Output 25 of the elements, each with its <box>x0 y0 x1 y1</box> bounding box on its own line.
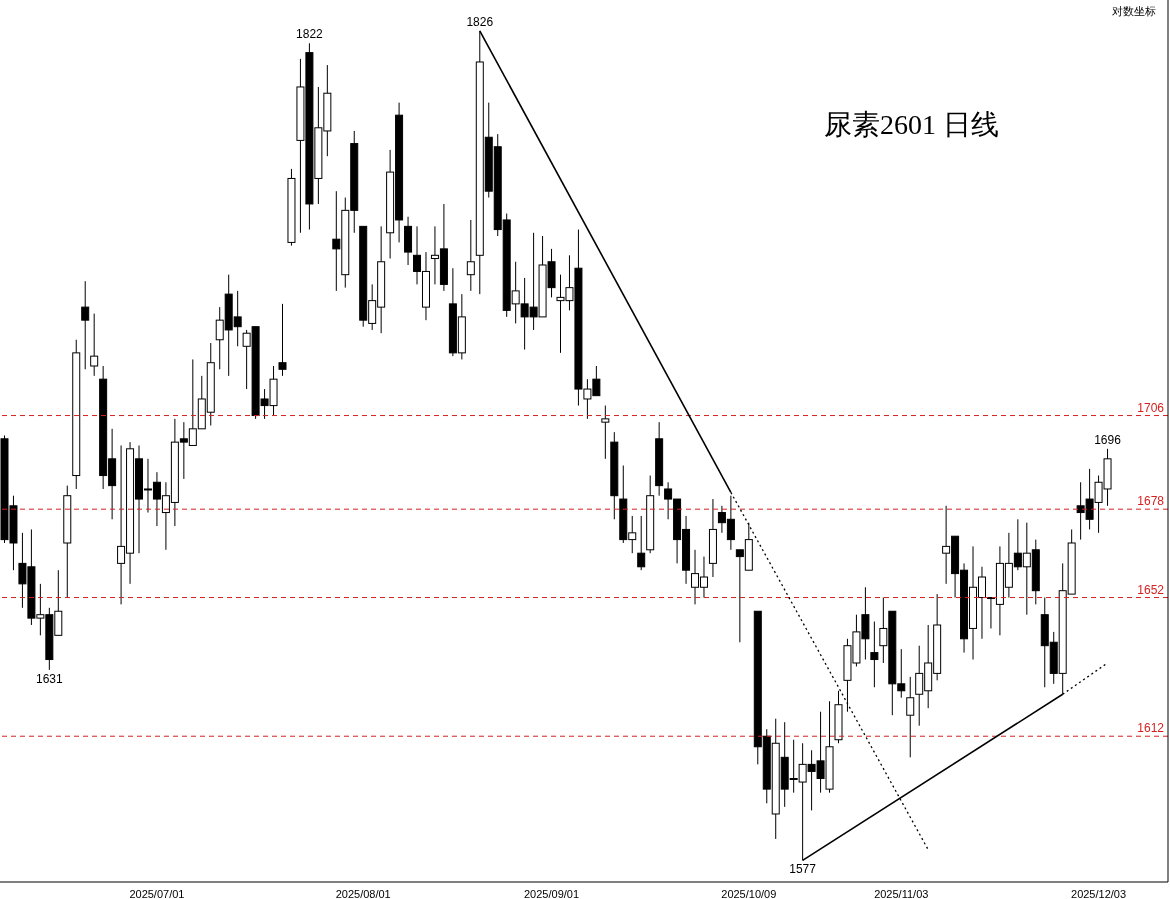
candlestick <box>601 405 610 460</box>
ref-line-label: 1652 <box>1137 582 1165 597</box>
annotation: 1696 <box>1094 432 1122 447</box>
ref-line-label: 1678 <box>1137 494 1165 509</box>
candlestick <box>466 219 475 292</box>
x-tick-label: 2025/12/03 <box>1071 887 1127 899</box>
ref-line-label: 1612 <box>1137 721 1165 736</box>
candlestick <box>278 303 287 377</box>
x-tick-label: 2025/07/01 <box>129 887 185 899</box>
candlestick <box>90 313 99 377</box>
annotation: 1631 <box>35 671 64 686</box>
candlestick <box>637 515 646 571</box>
candlestick <box>906 676 915 758</box>
ref-line-label: 1706 <box>1137 400 1165 415</box>
x-tick-label: 2025/09/01 <box>523 887 580 899</box>
x-tick-label: 2025/10/09 <box>721 887 777 899</box>
x-tick-label: 2025/08/01 <box>335 887 391 899</box>
annotation: 1822 <box>296 27 324 42</box>
annotation: 1577 <box>789 862 817 877</box>
annotation: 对数坐标 <box>1112 4 1156 19</box>
candlestick <box>81 280 90 370</box>
text: 尿素2601 日线 <box>824 108 999 142</box>
candlestick <box>870 621 879 688</box>
annotation: 1826 <box>466 14 494 29</box>
x-tick-label: 2025/11/03 <box>874 887 929 899</box>
